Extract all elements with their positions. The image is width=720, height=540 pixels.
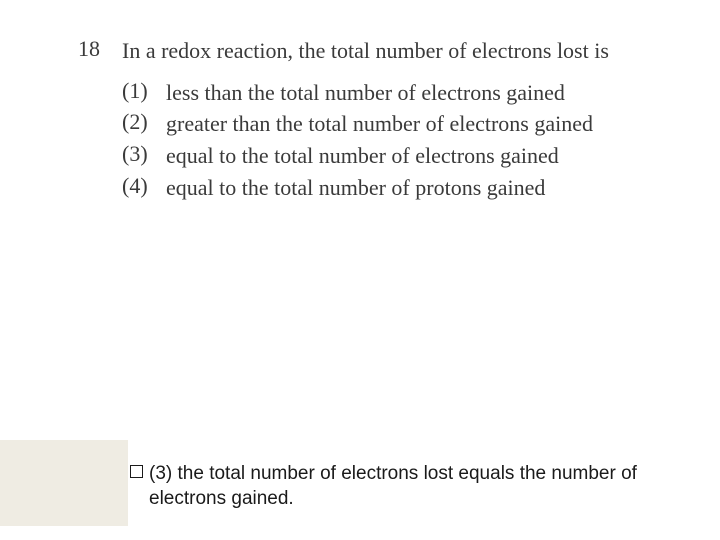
- choice-1-text: less than the total number of electrons …: [166, 78, 628, 108]
- question-block: 18 In a redox reaction, the total number…: [78, 36, 628, 204]
- answer-block: (3) the total number of electrons lost e…: [130, 461, 650, 512]
- choices-list: (1) less than the total number of electr…: [122, 78, 628, 203]
- choice-4-label: (4): [122, 173, 166, 199]
- answer-side-strip: [0, 440, 128, 526]
- choice-2-text: greater than the total number of electro…: [166, 109, 628, 139]
- choice-3-text: equal to the total number of electrons g…: [166, 141, 628, 171]
- choice-3: (3) equal to the total number of electro…: [122, 141, 628, 171]
- choice-2-label: (2): [122, 109, 166, 135]
- checkbox-icon: [130, 465, 143, 478]
- answer-text: (3) the total number of electrons lost e…: [149, 461, 650, 512]
- choice-4-text: equal to the total number of protons gai…: [166, 173, 628, 203]
- choice-4: (4) equal to the total number of protons…: [122, 173, 628, 203]
- choice-2: (2) greater than the total number of ele…: [122, 109, 628, 139]
- answer-line: (3) the total number of electrons lost e…: [130, 461, 650, 512]
- choice-3-label: (3): [122, 141, 166, 167]
- question-row: 18 In a redox reaction, the total number…: [78, 36, 628, 66]
- question-number: 18: [78, 36, 122, 62]
- question-stem: In a redox reaction, the total number of…: [122, 36, 628, 66]
- choice-1: (1) less than the total number of electr…: [122, 78, 628, 108]
- choice-1-label: (1): [122, 78, 166, 104]
